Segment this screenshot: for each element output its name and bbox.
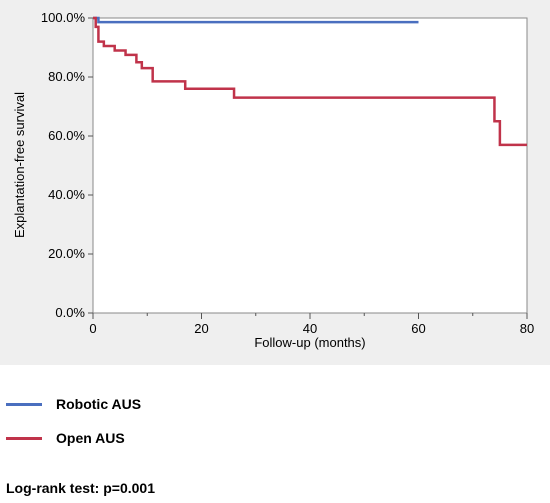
- y-tick-label: 100.0%: [41, 10, 86, 25]
- survival-chart: 0.0%20.0%40.0%60.0%80.0%100.0%0 20 40 60 80 …: [0, 0, 550, 365]
- x-axis-title: Follow-up (months): [254, 335, 365, 350]
- x-tick-label: 80: [520, 321, 534, 336]
- x-tick-label: 40: [303, 321, 317, 336]
- legend-label-open: Open AUS: [56, 430, 125, 446]
- x-tick-label: 0: [89, 321, 96, 336]
- x-tick-label: 60: [411, 321, 425, 336]
- series-lines: [93, 16, 527, 147]
- y-tick-label: 20.0%: [48, 246, 85, 261]
- y-tick-label: 80.0%: [48, 69, 85, 84]
- legend-item-open: Open AUS: [6, 430, 125, 446]
- log-rank-note: Log-rank test: p=0.001: [6, 480, 155, 496]
- y-axis-title: Explantation-free survival: [12, 92, 27, 238]
- legend-label-robotic: Robotic AUS: [56, 396, 142, 412]
- legend-swatch-robotic: [6, 402, 42, 406]
- y-tick-label: 0.0%: [55, 305, 85, 320]
- y-tick-label: 40.0%: [48, 187, 85, 202]
- legend-item-robotic: Robotic AUS: [6, 396, 141, 412]
- plot-area: [92, 17, 528, 314]
- x-tick-label: 20: [194, 321, 208, 336]
- legend-swatch-open: [6, 436, 42, 440]
- axis-ticks: 0.0% 20.0% 40.0% 60.0% 80.0% 100.0% 0 20 40 60 80: [41, 10, 534, 336]
- series-line-open: [93, 16, 527, 147]
- y-tick-label: 60.0%: [48, 128, 85, 143]
